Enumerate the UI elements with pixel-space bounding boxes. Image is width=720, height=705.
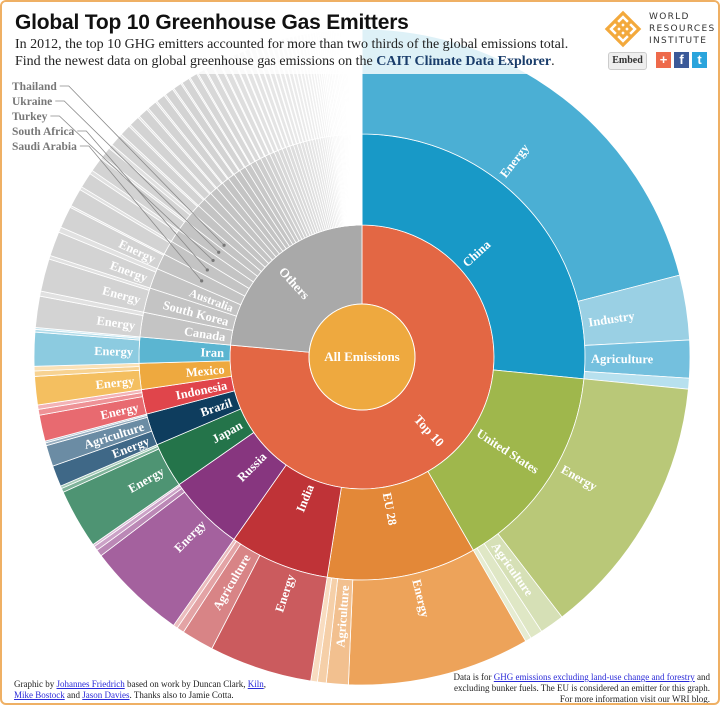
- segment-label: Mexico: [185, 362, 225, 379]
- credit-text: based on work by Duncan Clark,: [124, 679, 248, 689]
- country-callout-label: Saudi Arabia: [12, 141, 77, 153]
- logo-line: WORLD: [649, 12, 690, 22]
- callout-leader-line: [59, 85, 225, 246]
- credit-text: . Thanks also to Jamie Cotta.: [129, 690, 234, 700]
- callout-dot: [211, 258, 215, 263]
- callout-dot: [200, 279, 204, 283]
- wri-logo-icon: [604, 10, 642, 48]
- all-emissions-center[interactable]: [308, 303, 416, 411]
- credit-link[interactable]: Kiln: [247, 679, 264, 689]
- data-note: Data is for GHG emissions excluding land…: [453, 672, 710, 704]
- country-callout-label: South Africa: [12, 126, 75, 138]
- note-text: For more information visit our WRI blog.: [559, 694, 710, 704]
- ghg-definition-link[interactable]: GHG emissions excluding land-use change …: [493, 672, 695, 682]
- subtitle-text: Find the newest data on global greenhous…: [15, 54, 377, 69]
- segment-label: Agriculture: [333, 584, 352, 648]
- credit-text: and: [64, 690, 83, 700]
- callout-dot: [205, 268, 209, 272]
- segment-label: Canada: [183, 324, 227, 344]
- country-callout-label: Turkey: [12, 111, 48, 123]
- cait-link[interactable]: CAIT Climate Data Explorer: [376, 54, 552, 69]
- credit-text: Graphic by: [14, 679, 57, 689]
- credit-link[interactable]: Johannes Friedrich: [56, 679, 125, 689]
- callout-leader-line: [50, 115, 214, 261]
- country-callout-label: Thailand: [12, 81, 57, 93]
- logo-line: RESOURCES: [649, 24, 716, 34]
- embed-button[interactable]: Embed: [608, 52, 647, 70]
- wri-logo-text: WORLD RESOURCES INSTITUTE: [649, 11, 716, 47]
- twitter-icon[interactable]: t: [692, 52, 707, 68]
- segment-label: Energy: [96, 313, 137, 332]
- country-callout-label: Ukraine: [12, 96, 52, 108]
- subtitle-line-2: Find the newest data on global greenhous…: [15, 54, 555, 70]
- callout-dot: [222, 243, 226, 247]
- credit-link[interactable]: Jason Davies: [82, 690, 130, 700]
- header: Global Top 10 Greenhouse Gas Emitters In…: [2, 2, 718, 74]
- segment-label: Agriculture: [591, 352, 654, 366]
- center-label: All Emissions: [324, 349, 400, 364]
- callout-dot: [217, 250, 221, 254]
- subtitle-line-1: In 2012, the top 10 GHG emitters account…: [15, 37, 569, 52]
- facebook-icon[interactable]: f: [674, 52, 689, 68]
- segment-label: Energy: [94, 344, 134, 359]
- note-text: and: [694, 672, 710, 682]
- segment-label: EU 28: [380, 491, 400, 526]
- plus-share-icon[interactable]: +: [656, 52, 671, 68]
- credit-link[interactable]: Mike Bostock: [14, 690, 65, 700]
- note-text: Data is for: [453, 672, 494, 682]
- credits: Graphic by Johannes Friedrich based on w…: [14, 679, 266, 701]
- logo-line: INSTITUTE: [649, 36, 708, 46]
- subtitle-suffix: .: [551, 54, 555, 69]
- callout-leader-line: [77, 130, 208, 271]
- callout-leader-line: [79, 145, 202, 282]
- note-text: excluding bunker fuels. The EU is consid…: [453, 683, 710, 693]
- credit-text: ,: [263, 679, 266, 689]
- page-title: Global Top 10 Greenhouse Gas Emitters: [15, 11, 409, 34]
- segment-label: Iran: [200, 345, 224, 360]
- callout-leader-line: [55, 100, 219, 253]
- segment-label: Energy: [95, 374, 136, 392]
